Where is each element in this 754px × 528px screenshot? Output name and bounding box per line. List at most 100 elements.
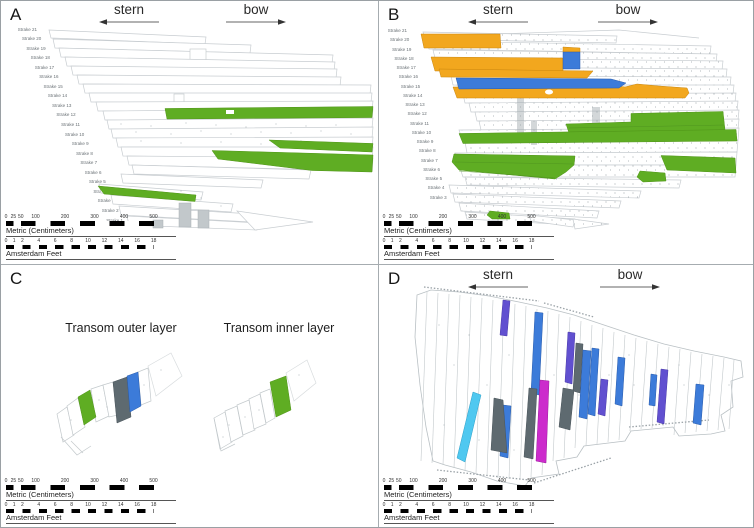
stern-arrow-icon: [468, 284, 528, 290]
highlighted-frames-d: [456, 299, 705, 464]
scalebar-b: 0 25 50 100 200 300 400 500 Metric (Centimeters…: [382, 214, 554, 261]
metric-tick: 400: [497, 214, 507, 220]
metric-tick: 25: [10, 214, 17, 220]
feet-tick: 16: [134, 238, 140, 244]
feet-tick: 18: [150, 502, 157, 508]
metric-scale-label: Metric (Centimeters): [6, 490, 176, 501]
metric-tick: 200: [438, 478, 448, 484]
metric-tick: 25: [388, 214, 395, 220]
bow-direction-d: bow: [597, 267, 663, 291]
blue-frame: [648, 373, 658, 407]
metric-tick: 300: [90, 478, 99, 484]
feet-tick: 16: [134, 502, 140, 508]
stern-label: stern: [482, 267, 513, 282]
hull-planking-drawing-b: [420, 29, 740, 230]
feet-tick: 10: [463, 502, 469, 508]
scalebar-d: 0 25 50 100 200 300 400 500 Metric (Centimeters…: [382, 478, 554, 525]
scalebar-c: 0 25 50 100 200 300 400 500 Metric (Centimeters…: [4, 478, 176, 525]
metric-tick: 400: [119, 478, 129, 484]
metric-tick: 50: [17, 214, 24, 220]
horizontal-divider: [1, 264, 753, 265]
grey-frame: [523, 387, 538, 460]
transom-outer-layer-title: Transom outer layer: [65, 321, 177, 335]
panel-b-planking-dated: B stern bow Strake 21 Strake 20 Strake 19 S…: [379, 1, 753, 264]
metric-scale-bar: [384, 484, 532, 490]
feet-scale-label: Amsterdam Feet: [6, 249, 176, 260]
frame-code-label-rows: [423, 286, 710, 484]
panel-d-letter: D: [388, 269, 401, 288]
metric-ticks: 0 25 50 100 200 300 400 500: [4, 478, 176, 484]
feet-ticks: 0 1 2 4 6 8 10 12 14 16 18: [383, 238, 554, 244]
feet-tick: 18: [528, 238, 535, 244]
feet-tick: 0: [4, 502, 8, 508]
metric-ticks: 0 25 50 100 200 300 400 500: [382, 478, 554, 484]
bow-arrow-icon: [226, 19, 286, 25]
bow-label: bow: [243, 2, 269, 17]
feet-tick: 10: [85, 238, 91, 244]
bow-label: bow: [617, 267, 643, 282]
metric-tick: 500: [527, 478, 536, 484]
feet-scale-label: Amsterdam Feet: [384, 249, 554, 260]
feet-tick: 16: [512, 502, 518, 508]
metric-ticks: 0 25 50 100 200 300 400 500: [4, 214, 176, 220]
feet-tick: 1: [12, 238, 16, 244]
feet-tick: 2: [399, 238, 402, 244]
metric-tick: 300: [468, 214, 477, 220]
stern-label: stern: [113, 2, 144, 17]
feet-scale-label: Amsterdam Feet: [384, 513, 554, 524]
transom-inner-layer-title: Transom inner layer: [223, 321, 335, 335]
transom-inner-layer-drawing: [213, 359, 317, 452]
violet-frame: [499, 299, 511, 337]
feet-tick: 2: [21, 238, 24, 244]
feet-tick: 10: [463, 238, 469, 244]
stern-arrow-icon: [468, 19, 528, 25]
grey-frame: [572, 342, 584, 394]
bow-label: bow: [615, 2, 641, 17]
violet-frame: [564, 331, 576, 385]
transom-outer-layer-drawing: [56, 352, 183, 456]
metric-tick: 50: [17, 478, 24, 484]
feet-tick: 0: [4, 238, 8, 244]
metric-scale-bar: [6, 220, 154, 226]
transom-outer-grey-plank: [112, 376, 132, 424]
metric-tick: 0: [4, 214, 8, 220]
blue-frame: [578, 349, 592, 420]
grey-frame: [490, 397, 508, 454]
metric-tick: 0: [382, 214, 386, 220]
feet-tick: 18: [150, 238, 157, 244]
transom-outer-blue-plank: [126, 371, 142, 413]
blue-frame: [692, 383, 705, 426]
highlight-green-strakes-a: [97, 106, 374, 202]
metric-tick: 500: [149, 214, 158, 220]
feet-ticks: 0 1 2 4 6 8 10 12 14 16 18: [383, 502, 554, 508]
cyan-frame: [456, 391, 482, 463]
feet-tick: 4: [415, 238, 419, 244]
feet-tick: 6: [431, 502, 435, 508]
bow-direction-b: bow: [595, 2, 661, 26]
feet-tick: 12: [479, 502, 486, 508]
feet-tick: 12: [101, 238, 108, 244]
transom-outer-green-plank: [77, 389, 97, 426]
feet-tick: 1: [390, 502, 394, 508]
feet-scale-label: Amsterdam Feet: [6, 513, 176, 524]
metric-tick: 0: [4, 478, 8, 484]
metric-tick: 100: [31, 478, 40, 484]
feet-tick: 6: [53, 238, 57, 244]
feet-tick: 2: [21, 502, 24, 508]
metric-tick: 400: [497, 478, 507, 484]
metric-tick: 0: [382, 478, 386, 484]
metric-tick: 200: [60, 214, 70, 220]
feet-tick: 8: [70, 502, 73, 508]
feet-tick: 8: [70, 238, 73, 244]
feet-tick: 1: [390, 238, 394, 244]
feet-tick: 14: [118, 502, 124, 508]
metric-tick: 100: [409, 478, 418, 484]
stern-arrow-icon: [99, 19, 159, 25]
metric-tick: 300: [90, 214, 99, 220]
transom-inner-green-plank: [269, 375, 292, 418]
transom-drawing: [56, 352, 317, 456]
metric-tick: 50: [395, 478, 402, 484]
frame-plan-drawing-d: [414, 286, 744, 487]
metric-tick: 100: [409, 214, 418, 220]
feet-tick: 12: [479, 238, 486, 244]
